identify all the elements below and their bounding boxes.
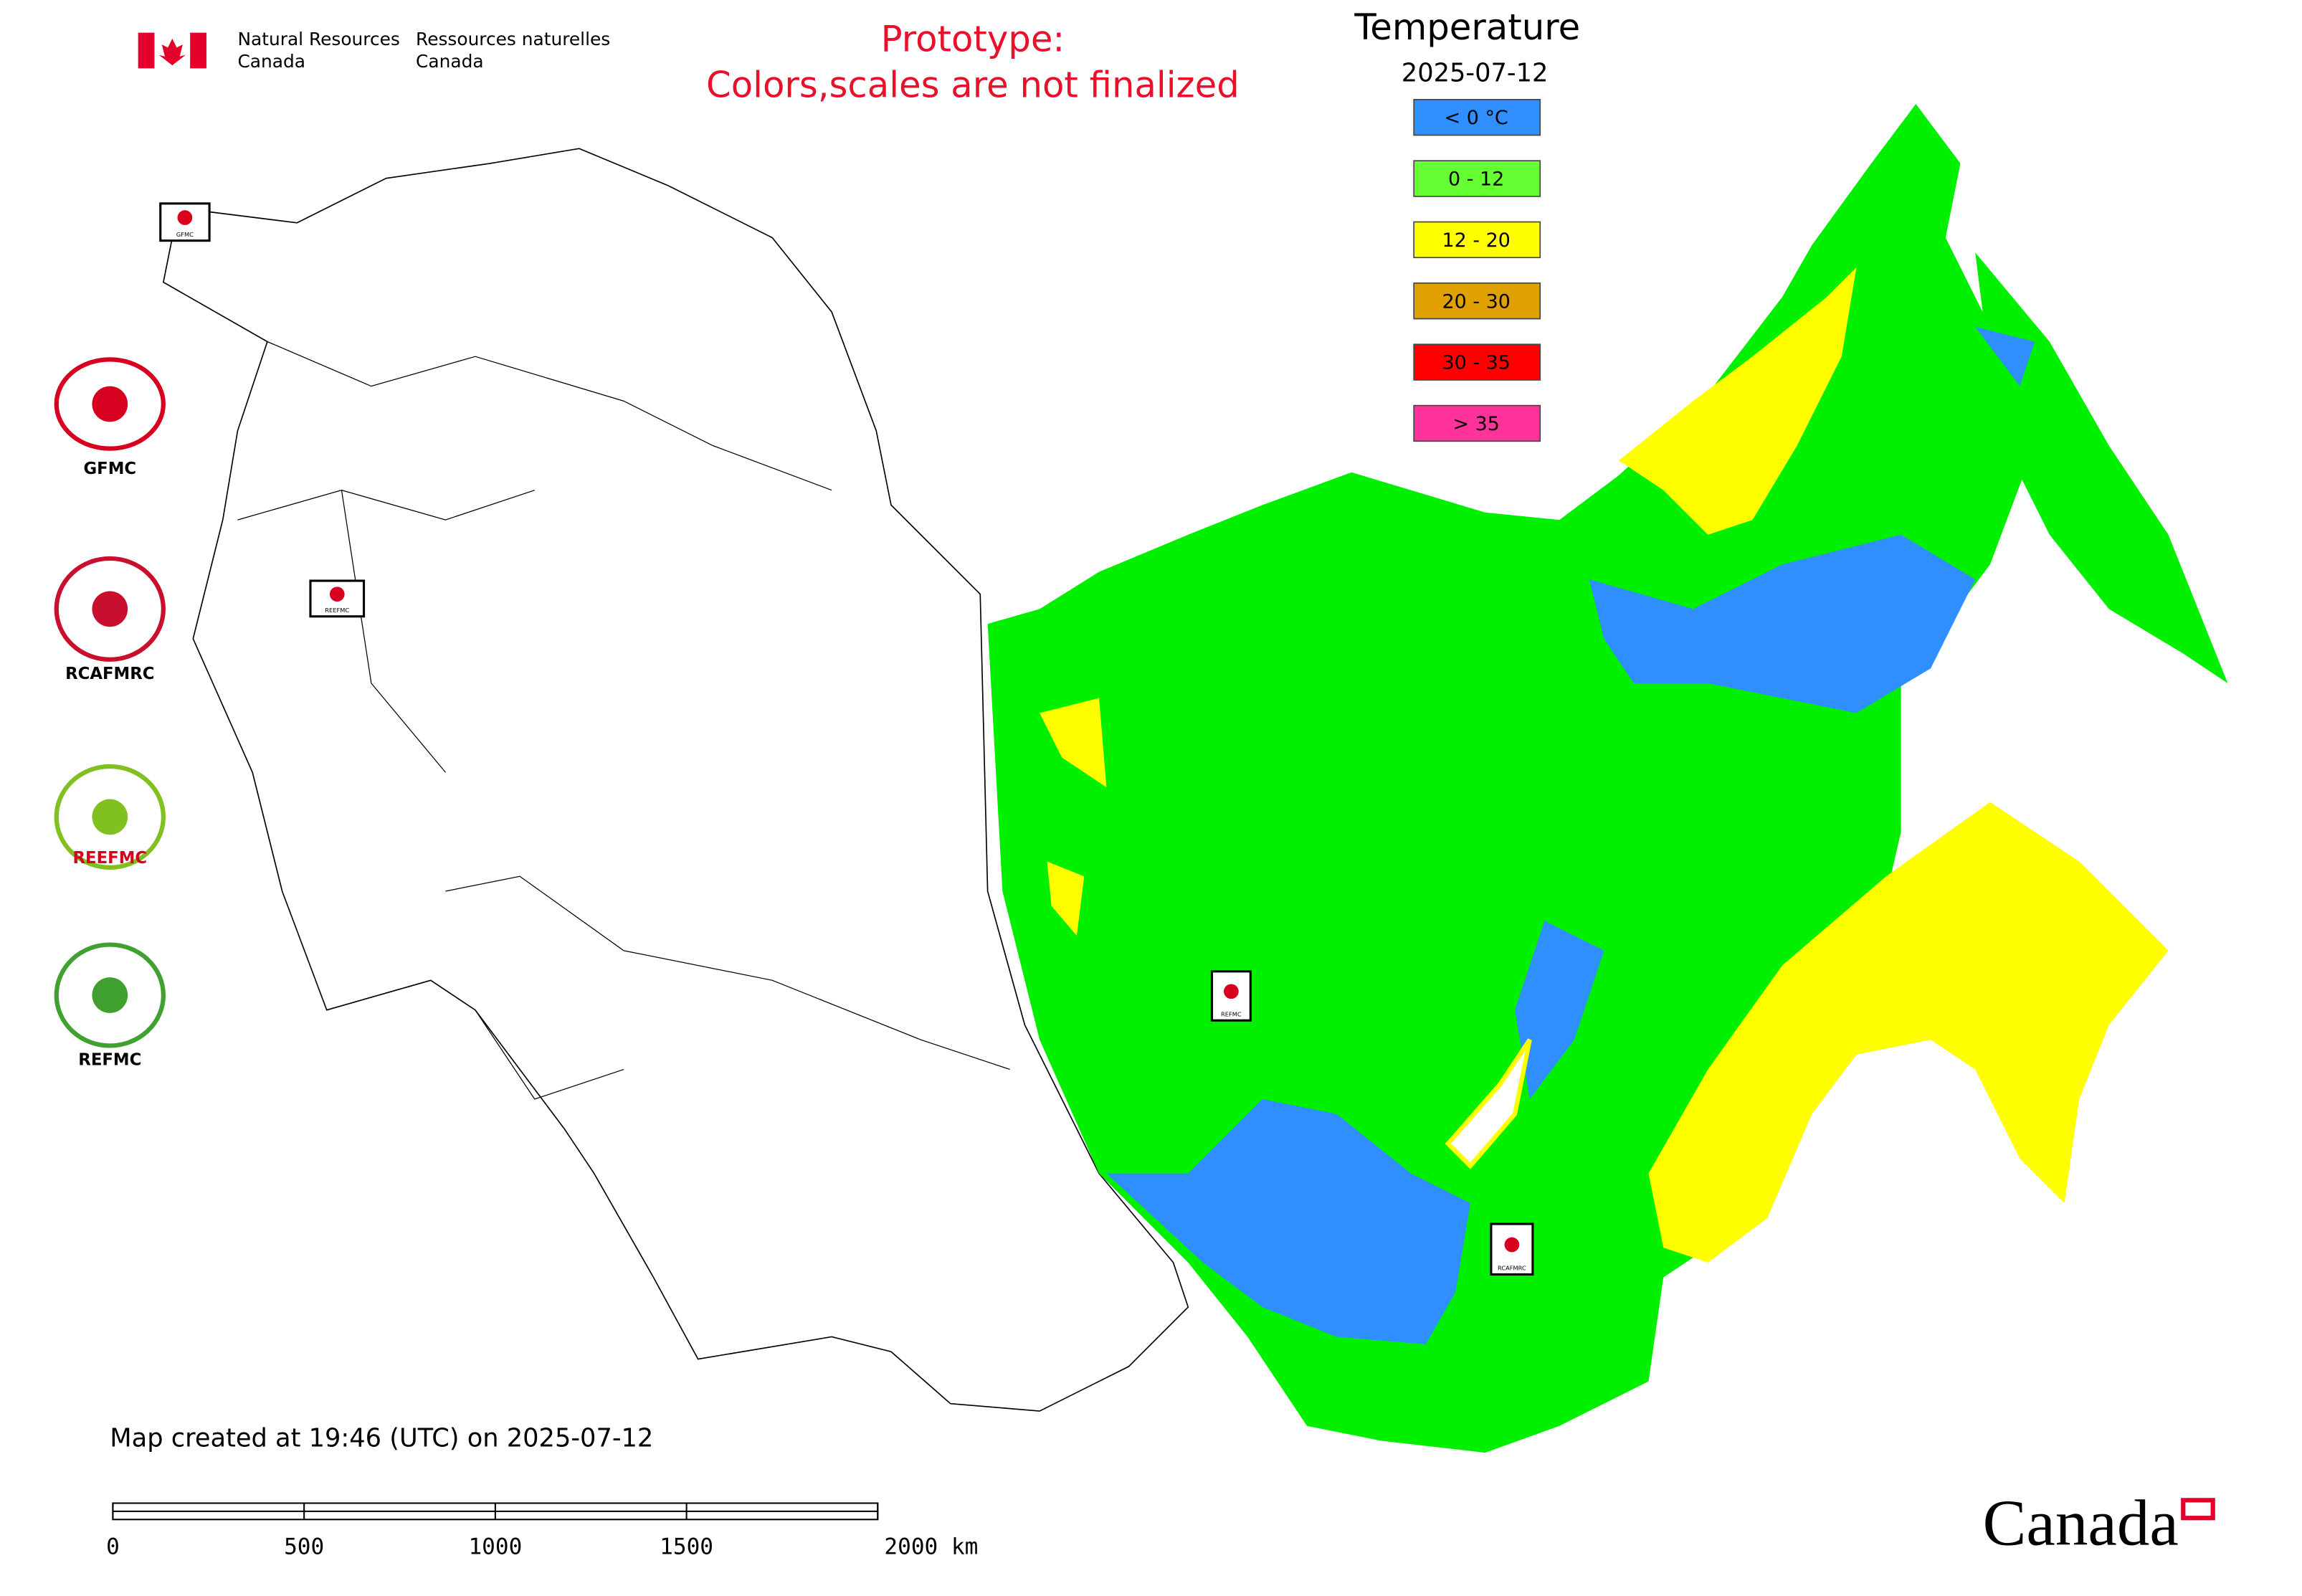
logo-core (92, 591, 128, 627)
wordmark-flag (2181, 1498, 2215, 1521)
logo-core (92, 799, 128, 835)
legend-label: 12 - 20 (1442, 229, 1511, 252)
legend-title: Temperature (1354, 6, 1580, 48)
scale-label: 0 (106, 1534, 120, 1560)
legend-swatch (1413, 98, 1541, 136)
scale-label: 1500 (660, 1534, 713, 1560)
marker-emblem (177, 210, 193, 225)
maple-leaf (158, 38, 186, 66)
scale-label: 1000 (468, 1534, 522, 1560)
flag-left (138, 32, 155, 69)
legend-swatch (1413, 282, 1541, 320)
logo-label: REFMC (78, 1051, 141, 1070)
field-green-kamchatka (1975, 252, 2228, 683)
scale-label: 500 (284, 1534, 324, 1560)
marker-emblem (1224, 984, 1239, 999)
canada-wordmark: Canada (1983, 1487, 2179, 1559)
flag-right (190, 32, 206, 69)
border-lines (237, 341, 1010, 1100)
marker-label: REFMC (1221, 1010, 1242, 1017)
legend-label: 0 - 12 (1448, 168, 1504, 191)
logo-label: REEFMC (73, 849, 148, 868)
logo-core (92, 977, 128, 1013)
scale-label: 2000 km (884, 1534, 978, 1560)
dept-fr-2: Canada (416, 51, 484, 72)
dept-fr-1: Ressources naturelles (416, 29, 610, 49)
field-yellow-north (1619, 267, 1857, 535)
legend-label: 20 - 30 (1442, 290, 1511, 313)
legend-date: 2025-07-12 (1402, 59, 1549, 88)
legend: Temperature 2025-07-12 < 0 °C 0 - 12 12 - … (1354, 6, 1580, 442)
legend-label: 30 - 35 (1442, 352, 1511, 374)
logo-label: GFMC (83, 460, 136, 478)
field-yellow-southeast (1648, 802, 2169, 1263)
marker-label: REEFMC (325, 607, 349, 614)
marker-label: GFMC (176, 231, 194, 238)
field-yellow-west (1040, 698, 1107, 936)
created-note: Map created at 19:46 (UTC) on 2025-07-12 (110, 1423, 653, 1453)
land-outline (162, 148, 1189, 1412)
dept-en-1: Natural Resources (237, 29, 399, 49)
notice-1: Prototype: (881, 19, 1065, 60)
legend-label: > 35 (1452, 413, 1499, 435)
legend-swatch (1413, 160, 1541, 197)
marker-label: RCAFMRC (1498, 1265, 1526, 1272)
notice-2: Colors,scales are not finalized (706, 65, 1240, 106)
marker-emblem (1504, 1237, 1520, 1253)
lake-baikal (1445, 1038, 1532, 1169)
logo-label: RCAFMRC (65, 665, 154, 683)
field-blue-south (1106, 921, 1604, 1344)
marker-emblem (329, 586, 345, 602)
map-marker (159, 202, 211, 242)
legend-swatch (1413, 404, 1541, 442)
dept-en-2: Canada (237, 51, 305, 72)
logo-core (92, 386, 128, 422)
legend-swatch (1413, 221, 1541, 259)
legend-label: < 0 °C (1445, 107, 1508, 129)
legend-swatch (1413, 343, 1541, 381)
field-blue-northeast (1589, 326, 2035, 713)
